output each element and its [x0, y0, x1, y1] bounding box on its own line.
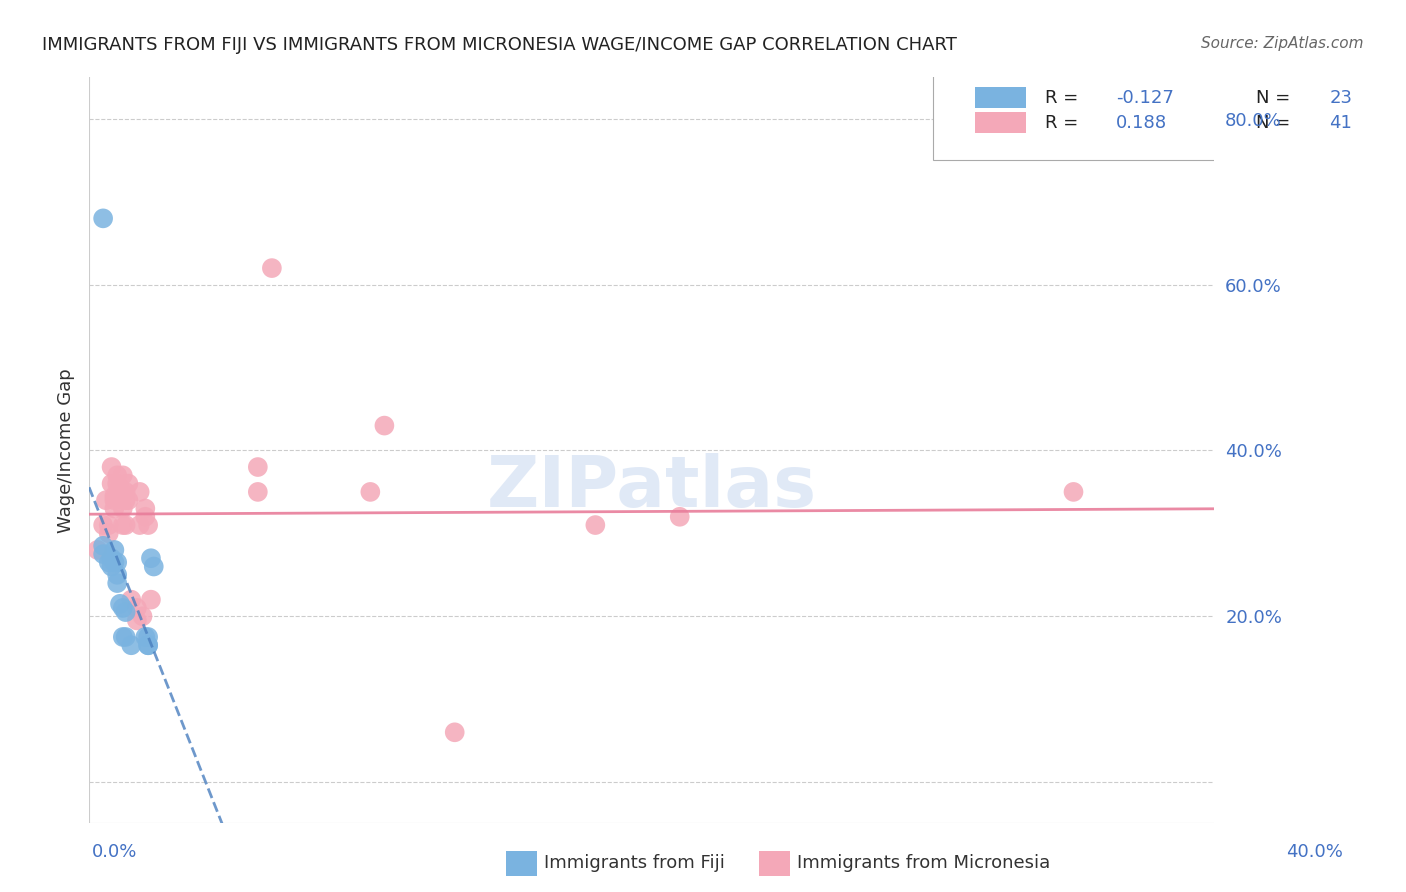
Point	[103, 501, 125, 516]
Point	[103, 543, 125, 558]
Point	[111, 630, 134, 644]
Point	[134, 501, 156, 516]
Point	[86, 543, 108, 558]
Point	[246, 460, 269, 475]
Text: 41: 41	[1330, 114, 1353, 132]
Point	[100, 551, 122, 566]
Point	[136, 638, 159, 652]
Point	[105, 576, 128, 591]
FancyBboxPatch shape	[974, 112, 1026, 133]
Point	[114, 493, 136, 508]
Point	[139, 551, 162, 566]
Point	[120, 638, 142, 652]
Point	[105, 567, 128, 582]
Point	[91, 539, 114, 553]
Point	[134, 509, 156, 524]
Point	[111, 601, 134, 615]
Point	[131, 609, 153, 624]
Point	[142, 559, 165, 574]
Point	[97, 518, 120, 533]
Point	[100, 476, 122, 491]
Point	[136, 518, 159, 533]
Point	[246, 484, 269, 499]
Text: R =: R =	[1046, 114, 1084, 132]
Point	[136, 630, 159, 644]
Text: 40.0%: 40.0%	[1286, 843, 1343, 861]
Point	[114, 605, 136, 619]
Point	[443, 725, 465, 739]
Point	[125, 614, 148, 628]
Text: -0.127: -0.127	[1116, 89, 1174, 107]
Text: R =: R =	[1046, 89, 1084, 107]
Point	[128, 518, 150, 533]
Point	[105, 468, 128, 483]
Point	[260, 261, 283, 276]
Point	[125, 601, 148, 615]
Text: IMMIGRANTS FROM FIJI VS IMMIGRANTS FROM MICRONESIA WAGE/INCOME GAP CORRELATION C: IMMIGRANTS FROM FIJI VS IMMIGRANTS FROM …	[42, 36, 957, 54]
Point	[139, 592, 162, 607]
Point	[120, 592, 142, 607]
Point	[100, 460, 122, 475]
Point	[108, 597, 131, 611]
Point	[105, 555, 128, 569]
Point	[97, 555, 120, 569]
Point	[108, 481, 131, 495]
Text: Immigrants from Micronesia: Immigrants from Micronesia	[797, 855, 1050, 872]
Point	[111, 468, 134, 483]
FancyBboxPatch shape	[932, 70, 1406, 161]
Point	[100, 559, 122, 574]
Point	[134, 630, 156, 644]
Point	[128, 484, 150, 499]
Point	[114, 484, 136, 499]
Y-axis label: Wage/Income Gap: Wage/Income Gap	[58, 368, 75, 533]
Text: 0.0%: 0.0%	[91, 843, 136, 861]
Point	[91, 211, 114, 226]
Point	[97, 526, 120, 541]
Point	[91, 547, 114, 561]
Text: 0.188: 0.188	[1116, 114, 1167, 132]
FancyBboxPatch shape	[974, 87, 1026, 108]
Point	[114, 630, 136, 644]
Point	[668, 509, 690, 524]
Point	[103, 555, 125, 569]
Point	[103, 489, 125, 503]
Point	[136, 638, 159, 652]
Point	[111, 501, 134, 516]
FancyBboxPatch shape	[759, 851, 790, 876]
Point	[91, 518, 114, 533]
Text: ZIPatlas: ZIPatlas	[486, 453, 817, 522]
Point	[108, 484, 131, 499]
Point	[583, 518, 606, 533]
Point	[111, 518, 134, 533]
Point	[373, 418, 395, 433]
Point	[114, 518, 136, 533]
Text: Source: ZipAtlas.com: Source: ZipAtlas.com	[1201, 36, 1364, 51]
FancyBboxPatch shape	[506, 851, 537, 876]
Point	[359, 484, 381, 499]
Text: N =: N =	[1257, 114, 1296, 132]
Point	[117, 493, 139, 508]
Point	[94, 493, 117, 508]
Text: Immigrants from Fiji: Immigrants from Fiji	[544, 855, 725, 872]
Point	[105, 476, 128, 491]
Text: N =: N =	[1257, 89, 1296, 107]
Text: 23: 23	[1330, 89, 1353, 107]
Point	[103, 493, 125, 508]
Point	[1063, 484, 1085, 499]
Point	[117, 476, 139, 491]
